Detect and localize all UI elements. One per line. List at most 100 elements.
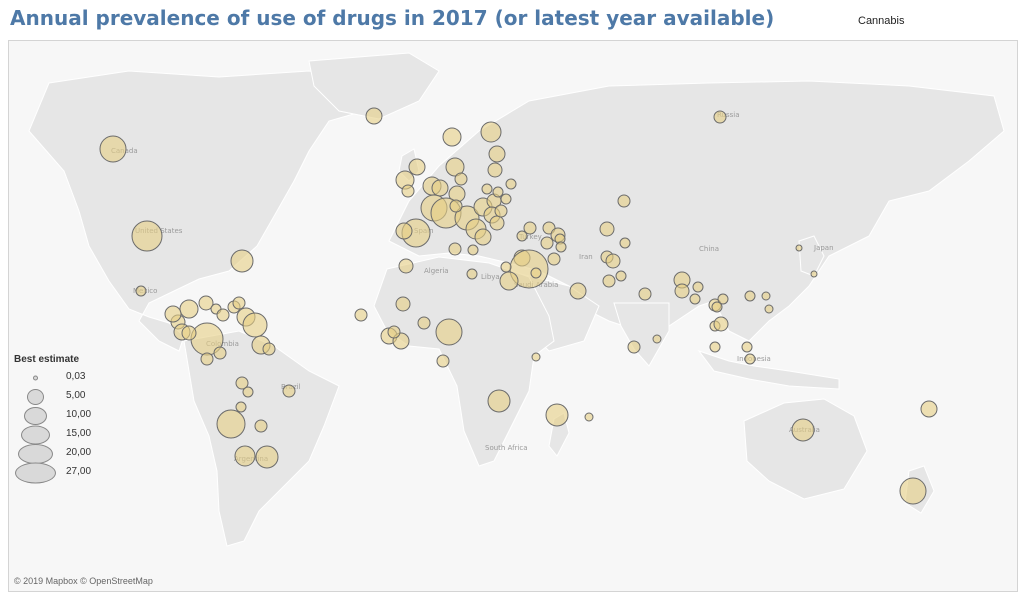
country-bubble[interactable] <box>523 221 537 235</box>
country-bubble[interactable] <box>398 258 414 274</box>
drug-filter[interactable]: Cannabis <box>858 15 905 27</box>
legend-swatch <box>27 388 44 405</box>
country-bubble[interactable] <box>744 353 756 365</box>
country-bubble[interactable] <box>500 193 512 205</box>
country-bubble[interactable] <box>200 352 214 366</box>
country-bubble[interactable] <box>449 199 463 213</box>
country-bubble[interactable] <box>436 354 450 368</box>
country-bubble[interactable] <box>445 157 465 177</box>
country-bubble[interactable] <box>431 179 449 197</box>
country-bubble[interactable] <box>599 221 615 237</box>
country-bubble[interactable] <box>213 346 227 360</box>
country-bubble[interactable] <box>395 222 413 240</box>
country-bubble[interactable] <box>920 400 938 418</box>
country-bubble[interactable] <box>282 384 296 398</box>
country-bubble[interactable] <box>198 295 214 311</box>
country-bubble[interactable] <box>474 228 492 246</box>
country-bubble[interactable] <box>442 127 462 147</box>
country-bubble[interactable] <box>530 267 542 279</box>
country-bubble[interactable] <box>531 352 541 362</box>
map-attribution[interactable]: © 2019 Mapbox © OpenStreetMap <box>14 576 153 586</box>
country-bubble[interactable] <box>492 186 504 198</box>
country-bubble[interactable] <box>494 204 508 218</box>
country-bubble[interactable] <box>689 293 701 305</box>
country-bubble[interactable] <box>741 341 753 353</box>
country-bubble[interactable] <box>365 107 383 125</box>
country-bubble[interactable] <box>717 293 729 305</box>
country-bubble[interactable] <box>254 419 268 433</box>
country-bubble[interactable] <box>761 291 771 301</box>
country-bubble[interactable] <box>899 477 927 505</box>
country-bubble[interactable] <box>262 342 276 356</box>
country-bubble[interactable] <box>408 158 426 176</box>
country-bubble[interactable] <box>764 304 774 314</box>
country-bubble[interactable] <box>242 386 254 398</box>
country-bubble[interactable] <box>795 244 803 252</box>
country-bubble[interactable] <box>242 312 268 338</box>
country-bubble[interactable] <box>354 308 368 322</box>
country-bubble[interactable] <box>713 110 727 124</box>
country-bubble[interactable] <box>488 145 506 163</box>
country-bubble[interactable] <box>652 334 662 344</box>
country-bubble[interactable] <box>230 249 254 273</box>
country-bubble[interactable] <box>602 274 616 288</box>
country-bubble[interactable] <box>99 135 127 163</box>
country-bubble[interactable] <box>487 389 511 413</box>
country-bubble[interactable] <box>417 316 431 330</box>
country-bubble[interactable] <box>791 418 815 442</box>
world-map[interactable]: CanadaUnited StatesMexicoColombiaBrazilA… <box>8 40 1018 592</box>
country-bubble[interactable] <box>711 301 723 313</box>
country-bubble[interactable] <box>395 296 411 312</box>
country-bubble[interactable] <box>617 194 631 208</box>
country-bubble[interactable] <box>466 268 478 280</box>
country-bubble[interactable] <box>234 445 256 467</box>
country-bubble[interactable] <box>448 242 462 256</box>
country-bubble[interactable] <box>547 252 561 266</box>
country-bubble[interactable] <box>135 285 147 297</box>
country-bubble[interactable] <box>232 296 246 310</box>
country-bubble[interactable] <box>401 184 415 198</box>
country-bubble[interactable] <box>467 244 479 256</box>
country-bubble[interactable] <box>216 409 246 439</box>
country-bubble[interactable] <box>605 253 621 269</box>
country-bubble[interactable] <box>255 445 279 469</box>
country-bubble[interactable] <box>487 162 503 178</box>
legend-row: 27,00 <box>14 462 94 483</box>
legend-value: 0,03 <box>66 371 86 382</box>
country-bubble[interactable] <box>235 401 247 413</box>
country-bubble[interactable] <box>480 121 502 143</box>
country-bubble[interactable] <box>692 281 704 293</box>
country-bubble[interactable] <box>505 178 517 190</box>
country-bubble[interactable] <box>179 299 199 319</box>
country-bubble[interactable] <box>569 282 587 300</box>
country-bubble[interactable] <box>216 308 230 322</box>
country-bubble[interactable] <box>181 325 197 341</box>
country-bubble[interactable] <box>516 230 528 242</box>
legend-value: 20,00 <box>66 447 92 458</box>
country-bubble[interactable] <box>540 236 554 250</box>
country-bubble[interactable] <box>638 287 652 301</box>
country-bubble[interactable] <box>131 220 163 252</box>
country-bubble[interactable] <box>709 341 721 353</box>
country-bubble[interactable] <box>454 172 468 186</box>
country-bubble[interactable] <box>435 318 463 346</box>
country-bubble[interactable] <box>744 290 756 302</box>
country-bubble[interactable] <box>235 376 249 390</box>
country-bubble[interactable] <box>555 241 567 253</box>
country-bubble[interactable] <box>500 261 512 273</box>
legend-value: 10,00 <box>66 409 92 420</box>
country-bubble[interactable] <box>545 403 569 427</box>
country-bubble[interactable] <box>619 237 631 249</box>
country-bubble[interactable] <box>499 271 519 291</box>
country-bubble[interactable] <box>713 316 729 332</box>
country-bubble[interactable] <box>164 305 182 323</box>
size-legend: Best estimate 0,03 5,00 10,00 15,00 20,0… <box>14 354 94 483</box>
country-bubble[interactable] <box>387 325 401 339</box>
country-bubble[interactable] <box>810 270 818 278</box>
country-bubble[interactable] <box>674 283 690 299</box>
country-bubble[interactable] <box>584 412 594 422</box>
country-bubble[interactable] <box>481 183 493 195</box>
country-bubble[interactable] <box>627 340 641 354</box>
country-bubble[interactable] <box>615 270 627 282</box>
country-bubble[interactable] <box>489 215 505 231</box>
